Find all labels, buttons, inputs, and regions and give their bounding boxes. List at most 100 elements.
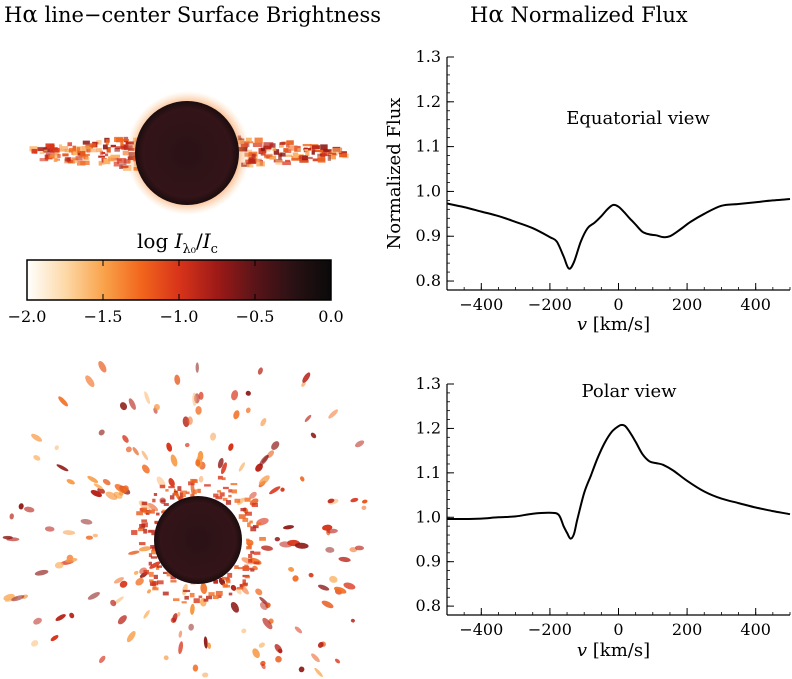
polar-ring-clump — [244, 511, 252, 516]
x-tick-label: −200 — [528, 620, 572, 639]
polar-streak — [274, 644, 283, 654]
disk-streak — [297, 148, 301, 152]
disk-streak — [339, 153, 348, 158]
polar-streak — [93, 483, 103, 490]
colorbar-label: log Iλ₀/Ic — [137, 229, 218, 257]
polar-streak — [110, 599, 117, 607]
polar-streak — [230, 601, 240, 613]
polar-streak — [55, 614, 66, 621]
y-tick-label: 0.9 — [416, 226, 441, 245]
polar-streak — [304, 414, 312, 423]
disk-streak — [321, 152, 328, 157]
disk-streak — [275, 159, 284, 165]
polar-streak — [275, 655, 282, 663]
disk-streak — [281, 141, 292, 145]
disk-streak — [50, 153, 58, 158]
polar-streak — [178, 630, 183, 638]
x-tick-label: 200 — [672, 620, 703, 639]
polar-ring-clump — [193, 489, 197, 495]
polar-streak — [85, 375, 95, 388]
y-tick-label: 1.0 — [416, 181, 441, 200]
colorbar: log Iλ₀/Ic −2.0 −1.5 −1.0 −0.5 0.0 — [8, 229, 344, 326]
polar-streak — [301, 381, 306, 387]
y-tick-label: 0.8 — [416, 596, 441, 615]
polar-streak — [235, 587, 242, 595]
polar-ring-clump — [138, 542, 146, 546]
polar-ring-clump — [148, 553, 153, 558]
polar-streak — [257, 367, 263, 375]
disk-streak — [322, 147, 328, 150]
polar-ring-clump — [222, 497, 228, 501]
polar-ring-clump — [178, 496, 184, 501]
polar-streak — [187, 416, 193, 425]
polar-streak — [361, 499, 368, 504]
disk-streak — [39, 152, 45, 155]
polar-streak — [99, 655, 106, 663]
polar-streak — [170, 454, 178, 467]
polar-streak — [98, 361, 107, 373]
disk-streak — [49, 147, 60, 153]
disk-streak — [322, 149, 332, 152]
disk-streak — [44, 157, 49, 161]
polar-ring-clump — [169, 495, 175, 500]
polar-ring-clump — [165, 489, 169, 492]
disk-streak — [246, 164, 254, 168]
polar-ring-clump — [159, 484, 166, 489]
disk-streak — [264, 153, 273, 157]
disk-streak — [247, 158, 257, 165]
polar-streak — [314, 667, 323, 678]
disk-streak — [327, 154, 332, 161]
polar-streak — [54, 561, 64, 569]
polar-streak — [361, 505, 367, 511]
polar-streak — [255, 588, 263, 596]
disk-streak — [110, 144, 116, 148]
polar-ring-clump — [143, 528, 148, 534]
colorbar-tick-label: −1.5 — [84, 307, 123, 326]
disk-streak — [82, 140, 90, 145]
disk-streak — [309, 147, 314, 150]
polar-ring-clump — [249, 567, 253, 570]
polar-streak — [174, 374, 181, 385]
polar-ring-clump — [168, 486, 175, 489]
disk-streak — [272, 148, 277, 152]
polar-streak — [245, 390, 251, 396]
disk-streak — [299, 155, 306, 159]
y-tick-label: 1.3 — [416, 47, 441, 66]
disk-streak — [291, 155, 301, 160]
polar-streak — [102, 478, 111, 486]
colorbar-tick-label: −1.0 — [160, 307, 199, 326]
polar-streak — [311, 653, 320, 663]
polar-ring-clump — [151, 546, 157, 552]
polar-streak — [210, 432, 217, 441]
x-tick-label: 0 — [613, 620, 623, 639]
polar-ring-clump — [246, 538, 250, 542]
x-tick-label: 0 — [613, 295, 623, 314]
polar-streak — [31, 640, 39, 647]
polar-streak — [133, 570, 139, 575]
disk-streak — [113, 161, 120, 167]
polar-ring-clump — [151, 531, 157, 536]
disk-streak — [106, 146, 111, 153]
polar-streak — [31, 433, 43, 442]
polar-streak — [260, 418, 267, 427]
polar-ring-clump — [160, 499, 166, 503]
colorbar-tick-label: −2.0 — [8, 307, 47, 326]
disk-streak — [320, 144, 328, 151]
polar-streak — [163, 655, 169, 661]
disk-streak — [110, 154, 121, 158]
polar-streak — [259, 601, 269, 610]
polar-ring-clump — [155, 566, 160, 570]
polar-streak — [241, 628, 247, 634]
polar-ring-clump — [242, 579, 246, 585]
polar-ring-clump — [231, 489, 238, 494]
polar-ring-clump — [177, 486, 182, 491]
polar-ring-clump — [213, 580, 218, 584]
polar-streak — [207, 642, 212, 649]
polar-streak — [334, 658, 341, 664]
disk-streak — [114, 148, 120, 152]
polar-streak — [258, 642, 265, 648]
polar-ring-clump — [234, 565, 239, 569]
polar-streak — [269, 486, 281, 495]
polar-ring-clump — [228, 489, 233, 493]
polar-ring-clump — [148, 509, 155, 514]
